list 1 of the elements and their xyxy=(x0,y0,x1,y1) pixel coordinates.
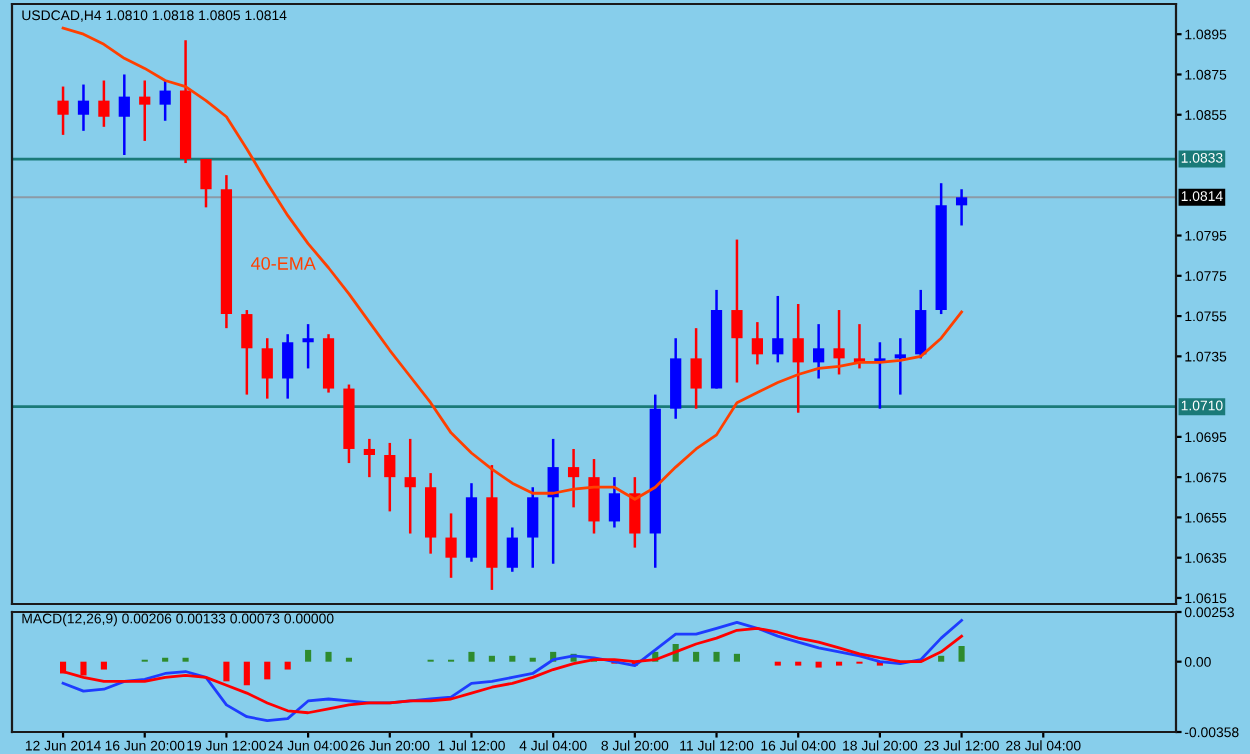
annotation: 40-EMA xyxy=(251,257,316,270)
